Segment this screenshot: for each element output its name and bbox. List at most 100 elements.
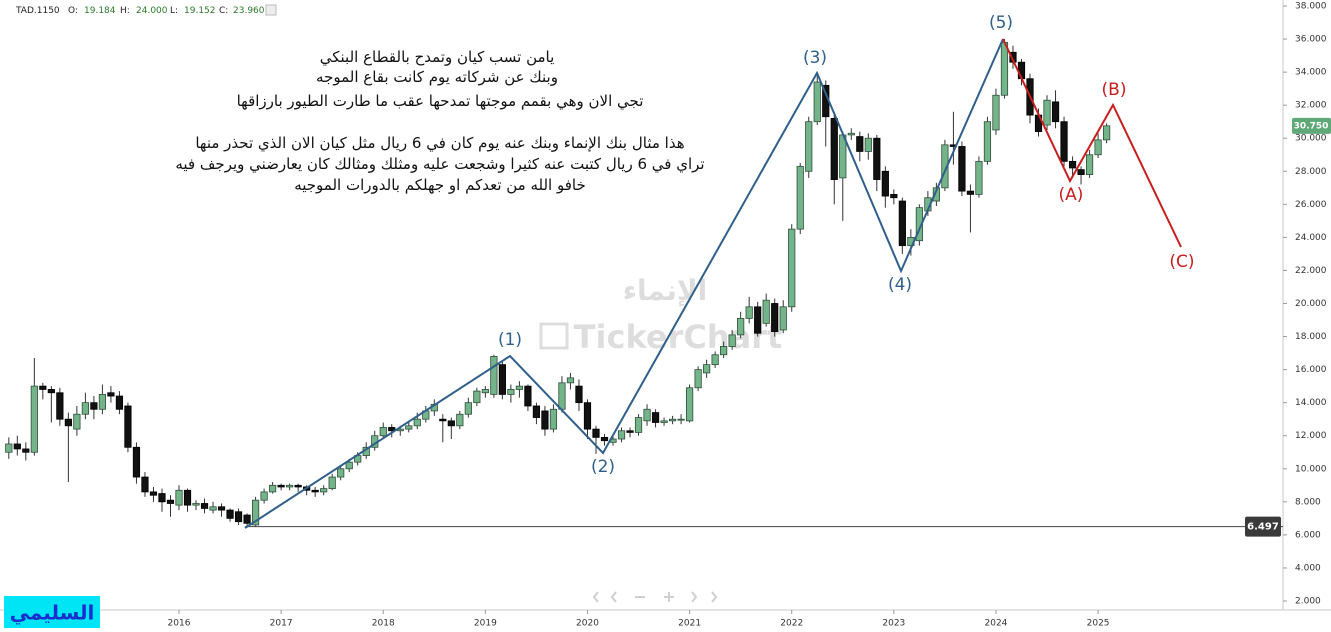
candle-body [73, 413, 81, 430]
price-label: 6.497 [1247, 522, 1279, 533]
candle-body [575, 385, 583, 404]
candle-body [992, 94, 1000, 131]
y-tick-label: 6.000 [1295, 530, 1321, 540]
candle-body [1051, 101, 1060, 123]
wave-label: (A) [1059, 185, 1084, 205]
step-right-button[interactable] [691, 591, 698, 603]
wave-label: (2) [591, 457, 615, 477]
y-tick-label: 16.000 [1295, 365, 1327, 375]
candle-body [694, 369, 702, 389]
candle-body [643, 408, 651, 422]
candle-body [566, 377, 575, 384]
y-tick-label: 20.000 [1295, 299, 1327, 309]
candle-body [507, 389, 515, 395]
candle-body [1043, 99, 1051, 126]
candle-body [1068, 160, 1077, 169]
candle-body [234, 511, 243, 523]
candle-body [830, 117, 838, 180]
candle-body [439, 418, 447, 422]
candle-body [251, 499, 260, 526]
readout-value: 24.000 [136, 6, 168, 16]
candle-body [898, 200, 906, 247]
candle-body [1000, 41, 1009, 96]
readout-value: 19.152 [184, 6, 216, 16]
candle-body [881, 170, 889, 197]
wave-label: (B) [1102, 80, 1127, 100]
y-tick-label: 4.000 [1295, 563, 1321, 573]
candle-body [873, 137, 881, 180]
candle-body [515, 385, 524, 390]
candle-body [115, 395, 124, 410]
x-tick-label: 2016 [168, 619, 191, 629]
candle-body [779, 306, 787, 331]
readout-value: 23.960 [233, 6, 265, 16]
candle-body [456, 413, 464, 427]
candle-body [30, 385, 38, 453]
candle-body [541, 410, 549, 430]
note-line: هذا مثال بنك الإنماء وبنك عنه يوم كان في… [195, 134, 684, 153]
candle-body [890, 194, 898, 199]
x-tick-label: 2025 [1087, 619, 1110, 629]
candle-body [413, 418, 421, 427]
candle-body [166, 499, 175, 504]
candle-body [634, 417, 643, 433]
toolbar [592, 591, 718, 603]
y-tick-label: 38.000 [1295, 2, 1327, 12]
candle-body [703, 364, 711, 374]
y-tick-label: 8.000 [1295, 497, 1321, 507]
wave-label: (1) [498, 330, 522, 350]
candle-body [286, 484, 294, 488]
candle-body [1077, 169, 1085, 175]
candle-body [132, 446, 141, 478]
zoom-in-button[interactable] [664, 592, 674, 602]
symbol: TAD.1150 [15, 6, 60, 16]
candle-body [345, 461, 353, 470]
corrective-wave [1002, 38, 1182, 248]
candle-body [473, 390, 481, 404]
candle-body [524, 385, 532, 407]
candle-body [337, 468, 345, 478]
note-line: خافو الله من تعدكم او جهلكم بالدورات الم… [294, 176, 586, 194]
candle-body [481, 389, 489, 394]
candle-body [532, 405, 541, 418]
candle-body [600, 436, 609, 442]
candle-body [149, 491, 158, 496]
candle-body [660, 420, 668, 423]
candle-body [98, 394, 107, 410]
candle-body [311, 489, 319, 493]
note-line: تراي في 6 ريال كتبت عنه كثيرا وشجعت عليه… [175, 155, 704, 174]
candle-body [388, 427, 396, 432]
candle-body [583, 402, 592, 430]
candle-body [1094, 139, 1102, 156]
step-left-button[interactable] [610, 591, 617, 603]
scroll-left-button[interactable] [592, 591, 599, 603]
candle-body [209, 506, 217, 511]
candle-body [720, 346, 728, 356]
impulse-wave [244, 38, 1004, 529]
y-tick-label: 26.000 [1295, 200, 1327, 210]
wave-label: (4) [888, 275, 912, 295]
candle-body [294, 484, 302, 488]
signature-box [4, 596, 100, 628]
x-tick-label: 2020 [576, 619, 599, 629]
candle-body [762, 299, 770, 324]
watermark-brand: TickerChart [574, 318, 783, 356]
candle-body [788, 228, 796, 308]
price-label-box [1292, 117, 1331, 134]
price-label: 30.750 [1294, 121, 1329, 131]
candle-body [856, 136, 864, 152]
candle-body [626, 430, 634, 433]
candle-body [592, 428, 600, 438]
readout-button[interactable] [265, 4, 277, 16]
y-tick-label: 32.000 [1295, 101, 1327, 111]
candle-body [379, 427, 387, 437]
plot: 2.000 4.000 6.000 8.000 10.000 12.000 14.000 16… [5, 2, 1327, 629]
candle-body [5, 443, 13, 453]
candle-body [847, 132, 855, 136]
scroll-right-button[interactable] [711, 591, 718, 603]
candle-body [124, 405, 132, 448]
candle-body [39, 385, 47, 390]
note-line: يامن تسب كيان وتمدح بالقطاع البنكي [320, 48, 555, 67]
y-tick-label: 2.000 [1295, 597, 1321, 607]
